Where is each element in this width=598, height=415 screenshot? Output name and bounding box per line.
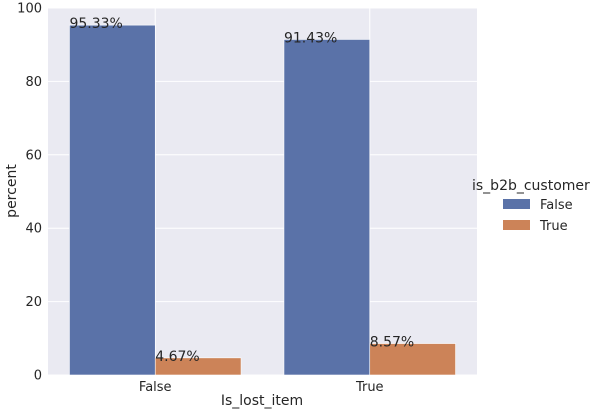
legend-label: False (540, 198, 573, 213)
y-axis-label: percent (4, 164, 20, 218)
y-tick-label: 20 (25, 295, 42, 310)
legend-title: is_b2b_customer (472, 178, 590, 194)
bars (69, 24, 456, 376)
x-tick-label: True (355, 380, 384, 395)
legend-swatch (503, 199, 530, 209)
data-labels: 95.33% 4.67% 91.43% 8.57% (69, 16, 414, 365)
legend: is_b2b_customer False True (472, 178, 590, 234)
x-axis-label: Is_lost_item (221, 393, 303, 409)
y-tick-label: 0 (34, 369, 42, 384)
data-label: 8.57% (370, 335, 414, 351)
bar (69, 24, 156, 376)
y-axis-ticks: 0 20 40 60 80 100 (17, 2, 42, 384)
bar (283, 39, 371, 376)
bar (154, 357, 242, 376)
x-tick-label: False (139, 380, 172, 395)
x-axis-ticks: False True (139, 380, 384, 395)
data-label: 95.33% (69, 16, 122, 32)
data-label: 4.67% (155, 349, 199, 365)
legend-swatch (503, 220, 530, 230)
y-tick-label: 60 (25, 148, 42, 163)
data-label: 91.43% (284, 30, 337, 46)
legend-label: True (539, 219, 568, 234)
y-tick-label: 40 (25, 222, 42, 237)
y-tick-label: 100 (17, 2, 42, 17)
y-tick-label: 80 (25, 75, 42, 90)
bar (369, 343, 456, 376)
legend-items: False True (503, 198, 573, 234)
